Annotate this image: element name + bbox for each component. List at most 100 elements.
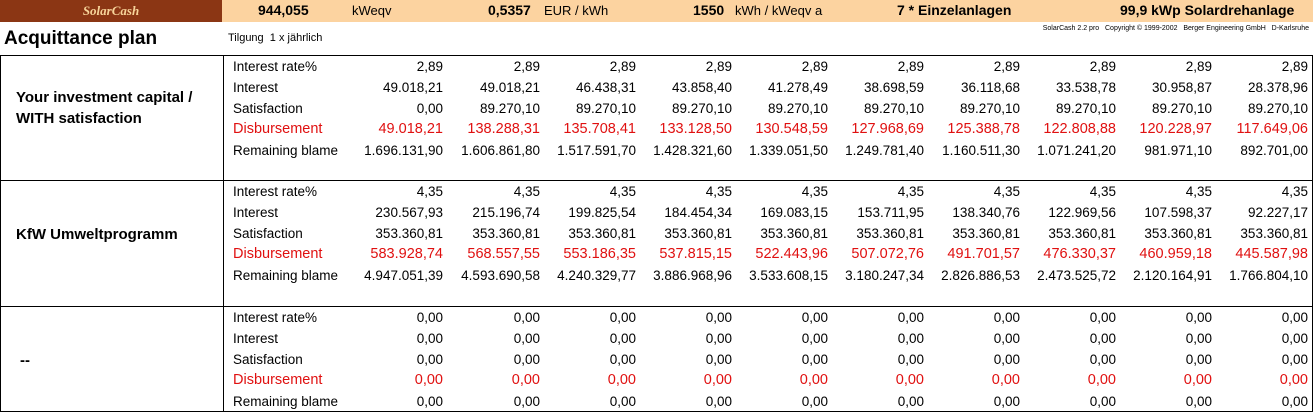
row-label: Remaining blame xyxy=(233,394,339,409)
value-cell: 4,35 xyxy=(1185,184,1212,199)
value-cell: 199.825,54 xyxy=(568,205,636,220)
value-cell: 568.557,55 xyxy=(467,246,540,262)
value-cell: 89.270,10 xyxy=(959,101,1020,116)
value-cell: 0,00 xyxy=(993,331,1020,346)
value-cell: 122.969,56 xyxy=(1048,205,1116,220)
value-cell: 353.360,81 xyxy=(1144,226,1212,241)
row-label: Remaining blame xyxy=(233,143,339,158)
value-cell: 0,00 xyxy=(801,331,828,346)
value-cell: 0,00 xyxy=(416,394,443,409)
value-cell: 4,35 xyxy=(416,184,443,199)
value-cell: 0,00 xyxy=(1281,394,1308,409)
subtitle: Tilgung 1 x jährlich xyxy=(228,32,323,44)
value-cell: 353.360,81 xyxy=(375,226,443,241)
value-cell: 0,00 xyxy=(705,352,732,367)
value-cell: 33.538,78 xyxy=(1055,80,1116,95)
header-value: 1550 xyxy=(693,2,725,18)
page-title: Acquittance plan xyxy=(4,28,158,49)
value-cell: 353.360,81 xyxy=(856,226,924,241)
value-cell: 2,89 xyxy=(609,59,636,74)
value-cell: 0,00 xyxy=(1185,352,1212,367)
value-cell: 0,00 xyxy=(705,310,732,325)
row-label: Disbursement xyxy=(233,246,323,262)
header-unit: EUR / kWh xyxy=(544,3,609,18)
value-cell: 0,00 xyxy=(511,372,540,388)
value-cell: 353.360,81 xyxy=(1048,226,1116,241)
value-cell: 0,00 xyxy=(1089,331,1116,346)
value-cell: 0,00 xyxy=(1183,372,1212,388)
header-bar xyxy=(0,0,1313,22)
value-cell: 89.270,10 xyxy=(863,101,924,116)
row-label: Satisfaction xyxy=(233,352,303,367)
value-cell: 0,00 xyxy=(1185,394,1212,409)
value-cell: 4,35 xyxy=(705,184,732,199)
value-cell: 0,00 xyxy=(1281,310,1308,325)
value-cell: 1.517.591,70 xyxy=(557,143,636,158)
value-cell: 0,00 xyxy=(897,394,924,409)
value-cell: 215.196,74 xyxy=(472,205,540,220)
copyright: SolarCash 2.2 pro Copyright © 1999-2002 … xyxy=(1042,25,1309,32)
value-cell: 2.120.164,91 xyxy=(1133,268,1212,283)
value-cell: 0,00 xyxy=(513,352,540,367)
value-cell: 0,00 xyxy=(416,310,443,325)
value-cell: 0,00 xyxy=(1185,331,1212,346)
value-cell: 0,00 xyxy=(705,331,732,346)
value-cell: 4.240.329,77 xyxy=(557,268,636,283)
value-cell: 2,89 xyxy=(416,59,443,74)
value-cell: 89.270,10 xyxy=(479,101,540,116)
header-value: 944,055 xyxy=(258,2,309,18)
value-cell: 36.118,68 xyxy=(960,80,1020,95)
row-label: Interest rate% xyxy=(233,59,318,74)
section-border xyxy=(0,180,1313,181)
row-label: Interest xyxy=(233,205,279,220)
value-cell: 0,00 xyxy=(609,331,636,346)
value-cell: 0,00 xyxy=(801,394,828,409)
value-cell: 4,35 xyxy=(1281,184,1308,199)
value-cell: 0,00 xyxy=(416,331,443,346)
section-title: KfW Umweltprogramm xyxy=(16,226,178,243)
value-cell: 0,00 xyxy=(801,352,828,367)
row-label: Satisfaction xyxy=(233,226,303,241)
value-cell: 1.071.241,20 xyxy=(1037,143,1116,158)
header-unit: kWh / kWeqv a xyxy=(735,3,823,18)
value-cell: 89.270,10 xyxy=(1247,101,1308,116)
section-title: -- xyxy=(20,352,30,369)
value-cell: 0,00 xyxy=(1089,310,1116,325)
value-cell: 1.766.804,10 xyxy=(1229,268,1308,283)
value-cell: 49.018,21 xyxy=(382,80,443,95)
value-cell: 476.330,37 xyxy=(1043,246,1116,262)
row-label: Disbursement xyxy=(233,121,323,137)
border xyxy=(0,55,1313,56)
border xyxy=(0,55,1,412)
value-cell: 0,00 xyxy=(897,310,924,325)
row-label: Interest xyxy=(233,80,279,95)
value-cell: 353.360,81 xyxy=(952,226,1020,241)
value-cell: 89.270,10 xyxy=(1055,101,1116,116)
value-cell: 230.567,93 xyxy=(375,205,443,220)
value-cell: 120.228,97 xyxy=(1139,121,1212,137)
header-value: 99,9 kWp Solardrehanlage xyxy=(1120,2,1295,18)
value-cell: 2.473.525,72 xyxy=(1037,268,1116,283)
value-cell: 2,89 xyxy=(897,59,924,74)
value-cell: 0,00 xyxy=(1089,352,1116,367)
value-cell: 1.160.511,30 xyxy=(942,143,1020,158)
value-cell: 107.598,37 xyxy=(1144,205,1212,220)
row-label: Satisfaction xyxy=(233,101,303,116)
value-cell: 353.360,81 xyxy=(1240,226,1308,241)
value-cell: 0,00 xyxy=(703,372,732,388)
value-cell: 0,00 xyxy=(993,394,1020,409)
value-cell: 1.339.051,50 xyxy=(749,143,828,158)
value-cell: 138.340,76 xyxy=(952,205,1020,220)
value-cell: 135.708,41 xyxy=(563,121,636,137)
value-cell: 38.698,59 xyxy=(863,80,924,95)
value-cell: 537.815,15 xyxy=(659,246,732,262)
value-cell: 2.826.886,53 xyxy=(941,268,1020,283)
value-cell: 445.587,98 xyxy=(1235,246,1308,262)
value-cell: 583.928,74 xyxy=(370,246,443,262)
value-cell: 0,00 xyxy=(799,372,828,388)
value-cell: 0,00 xyxy=(513,394,540,409)
value-cell: 4,35 xyxy=(513,184,540,199)
value-cell: 0,00 xyxy=(993,310,1020,325)
value-cell: 3.533.608,15 xyxy=(749,268,828,283)
value-cell: 184.454,34 xyxy=(664,205,732,220)
